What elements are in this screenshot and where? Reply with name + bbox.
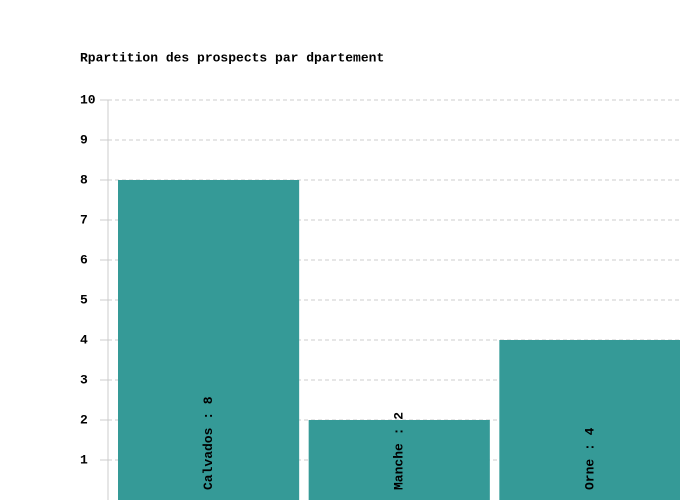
bar xyxy=(499,340,680,500)
y-tick-label: 9 xyxy=(80,132,88,147)
y-tick-label: 7 xyxy=(80,212,88,227)
bar-label: Calvados : 8 xyxy=(201,396,216,490)
y-tick-label: 8 xyxy=(80,172,88,187)
y-tick-label: 1 xyxy=(80,452,88,467)
bar-label: Orne : 4 xyxy=(582,427,597,490)
bar-label: Manche : 2 xyxy=(392,412,407,490)
y-tick-label: 2 xyxy=(80,412,88,427)
y-tick-label: 5 xyxy=(80,292,88,307)
y-tick-label: 10 xyxy=(80,92,96,107)
bar xyxy=(308,420,490,500)
chart-title: Rpartition des prospects par dpartement xyxy=(80,50,384,65)
bar xyxy=(118,180,300,500)
y-tick-label: 4 xyxy=(80,332,88,347)
y-tick-label: 3 xyxy=(80,372,88,387)
y-tick-label: 6 xyxy=(80,252,88,267)
